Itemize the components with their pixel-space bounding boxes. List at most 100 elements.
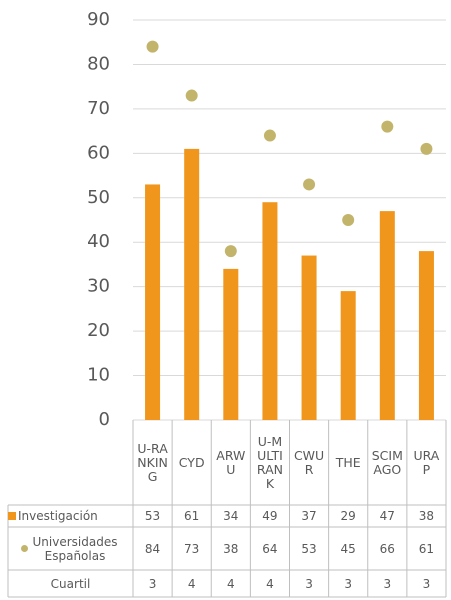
legend-marker xyxy=(21,545,28,552)
table-value-text: 38 xyxy=(223,541,239,556)
table-value: 73 xyxy=(172,527,211,570)
table-value-text: 37 xyxy=(301,509,317,523)
table-value: 3 xyxy=(368,570,407,597)
table-value-text: 3 xyxy=(344,576,352,591)
table-value: 34 xyxy=(211,505,250,527)
y-tick-label: 0 xyxy=(99,409,110,430)
bar xyxy=(340,291,356,420)
table-value-text: 61 xyxy=(418,541,435,556)
y-tick-label: 10 xyxy=(87,365,110,386)
legend-label: Investigación xyxy=(18,509,98,523)
table-value-text: 3 xyxy=(305,576,313,591)
x-tick-label: URAP xyxy=(407,421,446,505)
y-tick-label: 60 xyxy=(87,142,110,163)
y-tick-label: 90 xyxy=(87,9,110,30)
dot xyxy=(146,40,159,53)
bar xyxy=(379,211,395,420)
x-tick-label-text: THE xyxy=(335,455,361,470)
bar xyxy=(145,184,161,420)
x-tick-label-text: U-RANKING xyxy=(137,441,168,484)
table-value: 3 xyxy=(329,570,368,597)
table-value-text: 61 xyxy=(184,509,200,523)
dot xyxy=(224,245,237,258)
table-value: 45 xyxy=(329,527,368,570)
table-value-text: 66 xyxy=(379,541,395,556)
y-tick-label: 20 xyxy=(87,320,110,341)
table-value-text: 53 xyxy=(301,541,317,556)
table-value-text: 3 xyxy=(422,576,431,591)
table-value-text: 64 xyxy=(262,541,278,556)
x-tick-label-text: ARWU xyxy=(216,448,246,477)
bar xyxy=(262,202,278,420)
x-tick-label-text: U-MULTIRANK xyxy=(256,434,283,491)
x-tick-label: CYD xyxy=(172,421,211,505)
y-tick-label: 80 xyxy=(87,53,110,74)
table-value: 53 xyxy=(290,527,329,570)
x-tick-label: SCIMAGO xyxy=(368,421,407,505)
x-tick-label: U-MULTIRANK xyxy=(250,421,289,505)
table-value-text: 38 xyxy=(418,509,435,523)
legend-entry: Investigación xyxy=(8,505,133,527)
table-value-text: 49 xyxy=(262,509,278,523)
table-value-text: 4 xyxy=(266,576,274,591)
table-value: 29 xyxy=(329,505,368,527)
y-tick-label: 40 xyxy=(87,231,110,252)
y-tick-label: 50 xyxy=(87,187,110,208)
x-tick-label: CWUR xyxy=(290,421,329,505)
bar xyxy=(301,255,317,420)
table-value: 4 xyxy=(172,570,211,597)
table-value: 49 xyxy=(250,505,289,527)
legend-marker xyxy=(8,512,16,520)
dot xyxy=(263,129,276,142)
x-tick-label-text: URAP xyxy=(413,448,440,477)
dot xyxy=(342,214,355,226)
table-value-text: 47 xyxy=(379,509,395,523)
legend-entry: Cuartil xyxy=(8,570,133,597)
x-tick-label: U-RANKING xyxy=(133,421,172,505)
table-value: 3 xyxy=(290,570,329,597)
legend-label: Universidades Españolas xyxy=(32,534,118,563)
table-value: 3 xyxy=(133,570,172,597)
table-value: 61 xyxy=(407,527,446,570)
table-value-text: 4 xyxy=(226,576,235,591)
dot xyxy=(185,89,198,102)
table-value-text: 4 xyxy=(187,576,196,591)
y-tick-label: 30 xyxy=(87,276,110,297)
x-tick-label-text: SCIMAGO xyxy=(371,448,403,477)
x-tick-label: THE xyxy=(329,421,368,505)
table-value-text: 3 xyxy=(383,576,392,591)
bar xyxy=(184,148,200,420)
table-value: 84 xyxy=(133,527,172,570)
table-value: 4 xyxy=(211,570,250,597)
table-value: 61 xyxy=(172,505,211,527)
table-value: 3 xyxy=(407,570,446,597)
table-value: 53 xyxy=(133,505,172,527)
table-value-text: 3 xyxy=(148,576,157,591)
x-tick-label-text: CYD xyxy=(178,455,205,470)
bar xyxy=(223,268,239,420)
table-value: 47 xyxy=(368,505,407,527)
dot xyxy=(303,178,316,191)
table-value-text: 73 xyxy=(184,541,200,556)
table-value-text: 45 xyxy=(340,541,356,556)
table-value-text: 53 xyxy=(144,509,161,523)
table-value: 64 xyxy=(250,527,289,570)
y-tick-label: 70 xyxy=(87,98,110,119)
table-value-text: 29 xyxy=(340,509,356,523)
table-value: 66 xyxy=(368,527,407,570)
x-tick-label: ARWU xyxy=(211,421,250,505)
table-value-text: 34 xyxy=(223,509,239,523)
bar xyxy=(418,251,434,420)
dot xyxy=(381,120,394,133)
table-value: 4 xyxy=(250,570,289,597)
x-tick-label-text: CWUR xyxy=(293,448,325,477)
dot xyxy=(420,142,433,155)
table-value-text: 84 xyxy=(144,541,161,556)
table-value: 37 xyxy=(290,505,329,527)
table-value: 38 xyxy=(407,505,446,527)
table-value: 38 xyxy=(211,527,250,570)
legend-label: Cuartil xyxy=(50,576,91,591)
legend-entry: Universidades Españolas xyxy=(8,527,133,570)
